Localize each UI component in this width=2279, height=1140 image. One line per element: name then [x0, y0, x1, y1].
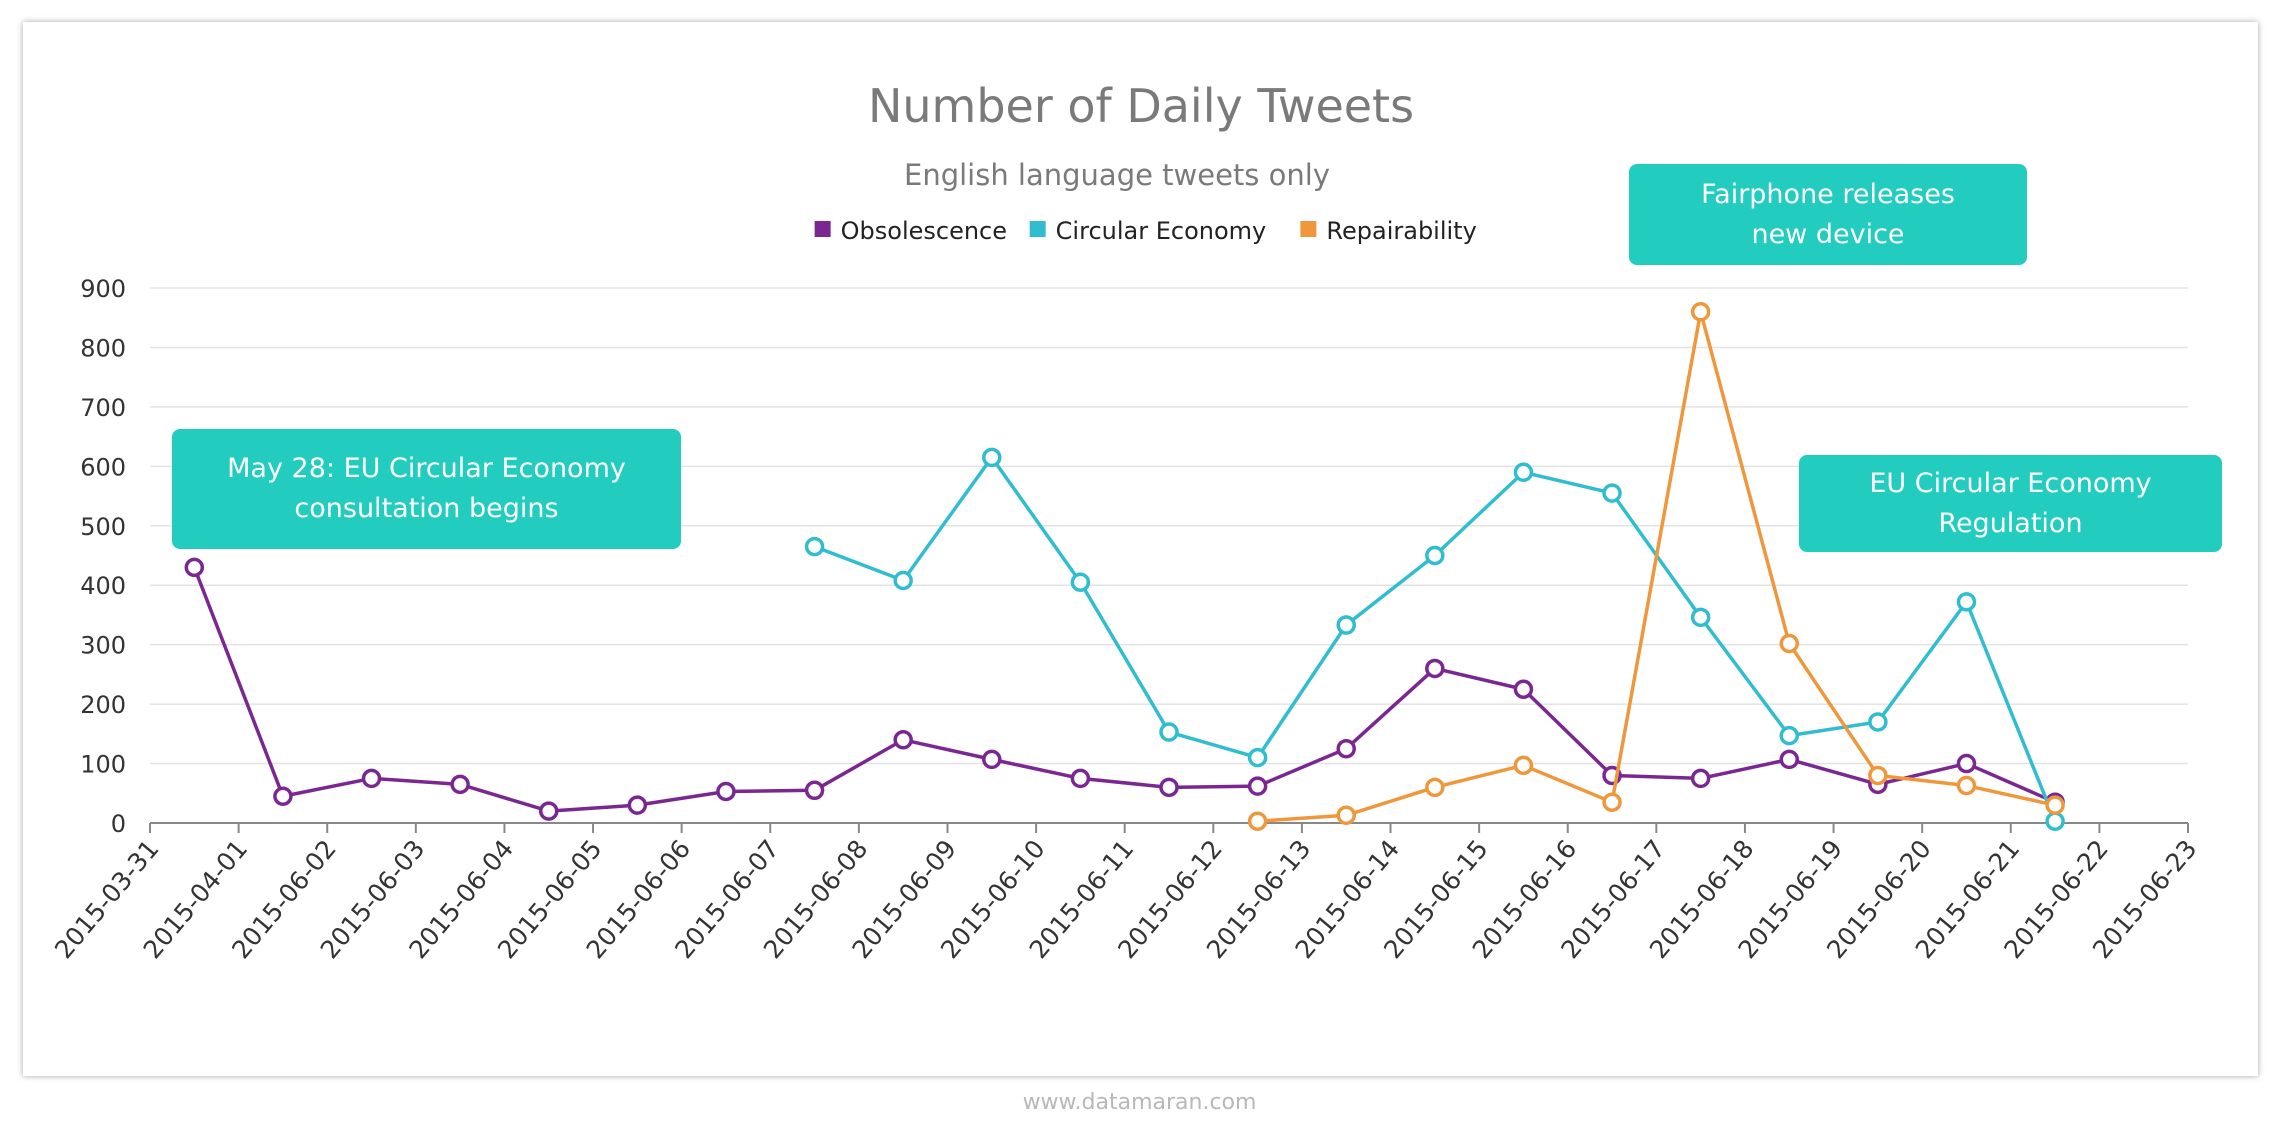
data-point [1425, 658, 1445, 679]
data-point [1336, 805, 1356, 826]
data-point [1602, 792, 1622, 812]
annotation-regulation: EU Circular Economy Regulation [1799, 455, 2222, 552]
legend-item-repairability[interactable]: Repairability [1300, 217, 1477, 245]
data-point [450, 774, 470, 795]
y-tick-label: 500 [80, 513, 126, 541]
data-point [1513, 755, 1534, 776]
data-point [1868, 765, 1888, 786]
data-point [1247, 776, 1268, 796]
data-point [1425, 777, 1445, 798]
data-point [1159, 777, 1179, 798]
data-point [1779, 633, 1800, 654]
chart-card: Number of Daily Tweets English language … [23, 22, 2258, 1076]
legend[interactable]: Obsolescence Circular Economy Repairabilit… [814, 217, 1477, 245]
data-point [716, 781, 736, 802]
legend-label: Repairability [1326, 217, 1476, 245]
legend-item-obsolescence[interactable]: Obsolescence [814, 217, 1007, 245]
data-point [1425, 545, 1445, 566]
data-point [2045, 795, 2065, 815]
data-point [804, 780, 825, 801]
data-point [893, 570, 913, 591]
legend-swatch [814, 221, 831, 237]
series-line [1257, 310, 2056, 823]
data-point [1956, 753, 1977, 774]
data-point [1247, 811, 1268, 831]
data-point [982, 749, 1002, 770]
data-point [273, 786, 293, 806]
y-tick-label: 800 [80, 334, 126, 362]
series-obsolescence [184, 557, 2065, 821]
y-tick-label: 200 [80, 691, 126, 719]
data-point [804, 536, 825, 557]
y-tick-label: 300 [80, 632, 126, 660]
data-point [1868, 712, 1888, 732]
y-tick-label: 100 [80, 751, 126, 779]
legend-item-circular-economy[interactable]: Circular Economy [1029, 217, 1267, 245]
chart-svg: Number of Daily Tweets English language … [49, 79, 2203, 964]
data-point [1247, 747, 1268, 768]
y-tick-label: 900 [80, 275, 126, 303]
chart-title: Number of Daily Tweets [868, 79, 1414, 133]
legend-swatch [1300, 221, 1317, 237]
series-line [192, 566, 2056, 813]
footer-credit: www.datamaran.com [1022, 1090, 1257, 1115]
data-point [1336, 738, 1356, 759]
data-point [1779, 725, 1800, 746]
y-tick-label: 700 [80, 394, 126, 422]
data-point [1956, 775, 1977, 796]
chart-subtitle: English language tweets only [904, 158, 1330, 192]
data-point [1070, 768, 1091, 789]
data-point [1690, 607, 1711, 628]
legend-label: Circular Economy [1056, 217, 1267, 245]
data-point [982, 447, 1002, 468]
y-tick-label: 600 [80, 453, 126, 481]
annotation-consultation: May 28: EU Circular Economy consultation… [172, 429, 681, 549]
series-layer [184, 302, 2065, 831]
data-point [1602, 483, 1622, 503]
data-point [1690, 302, 1711, 322]
data-point [1513, 462, 1534, 483]
data-point [1690, 768, 1711, 789]
data-point [1070, 572, 1091, 592]
data-point [1336, 615, 1356, 635]
annotation-fairphone: Fairphone releases new device [1629, 164, 2027, 265]
data-point [361, 768, 382, 789]
data-point [184, 557, 205, 578]
data-point [1159, 722, 1179, 742]
data-point [1779, 749, 1800, 770]
series-repairability [1247, 302, 2065, 831]
legend-swatch [1029, 221, 1046, 237]
data-point [893, 730, 913, 750]
data-point [627, 795, 648, 815]
legend-label: Obsolescence [841, 217, 1007, 245]
y-tick-label: 400 [80, 572, 126, 600]
data-point [538, 801, 559, 821]
data-point [2045, 811, 2065, 831]
axes: 01002003004005006007008009002015-03-3120… [49, 275, 2203, 964]
data-point [1956, 592, 1977, 612]
data-point [1513, 679, 1534, 699]
y-tick-label: 0 [111, 810, 126, 838]
